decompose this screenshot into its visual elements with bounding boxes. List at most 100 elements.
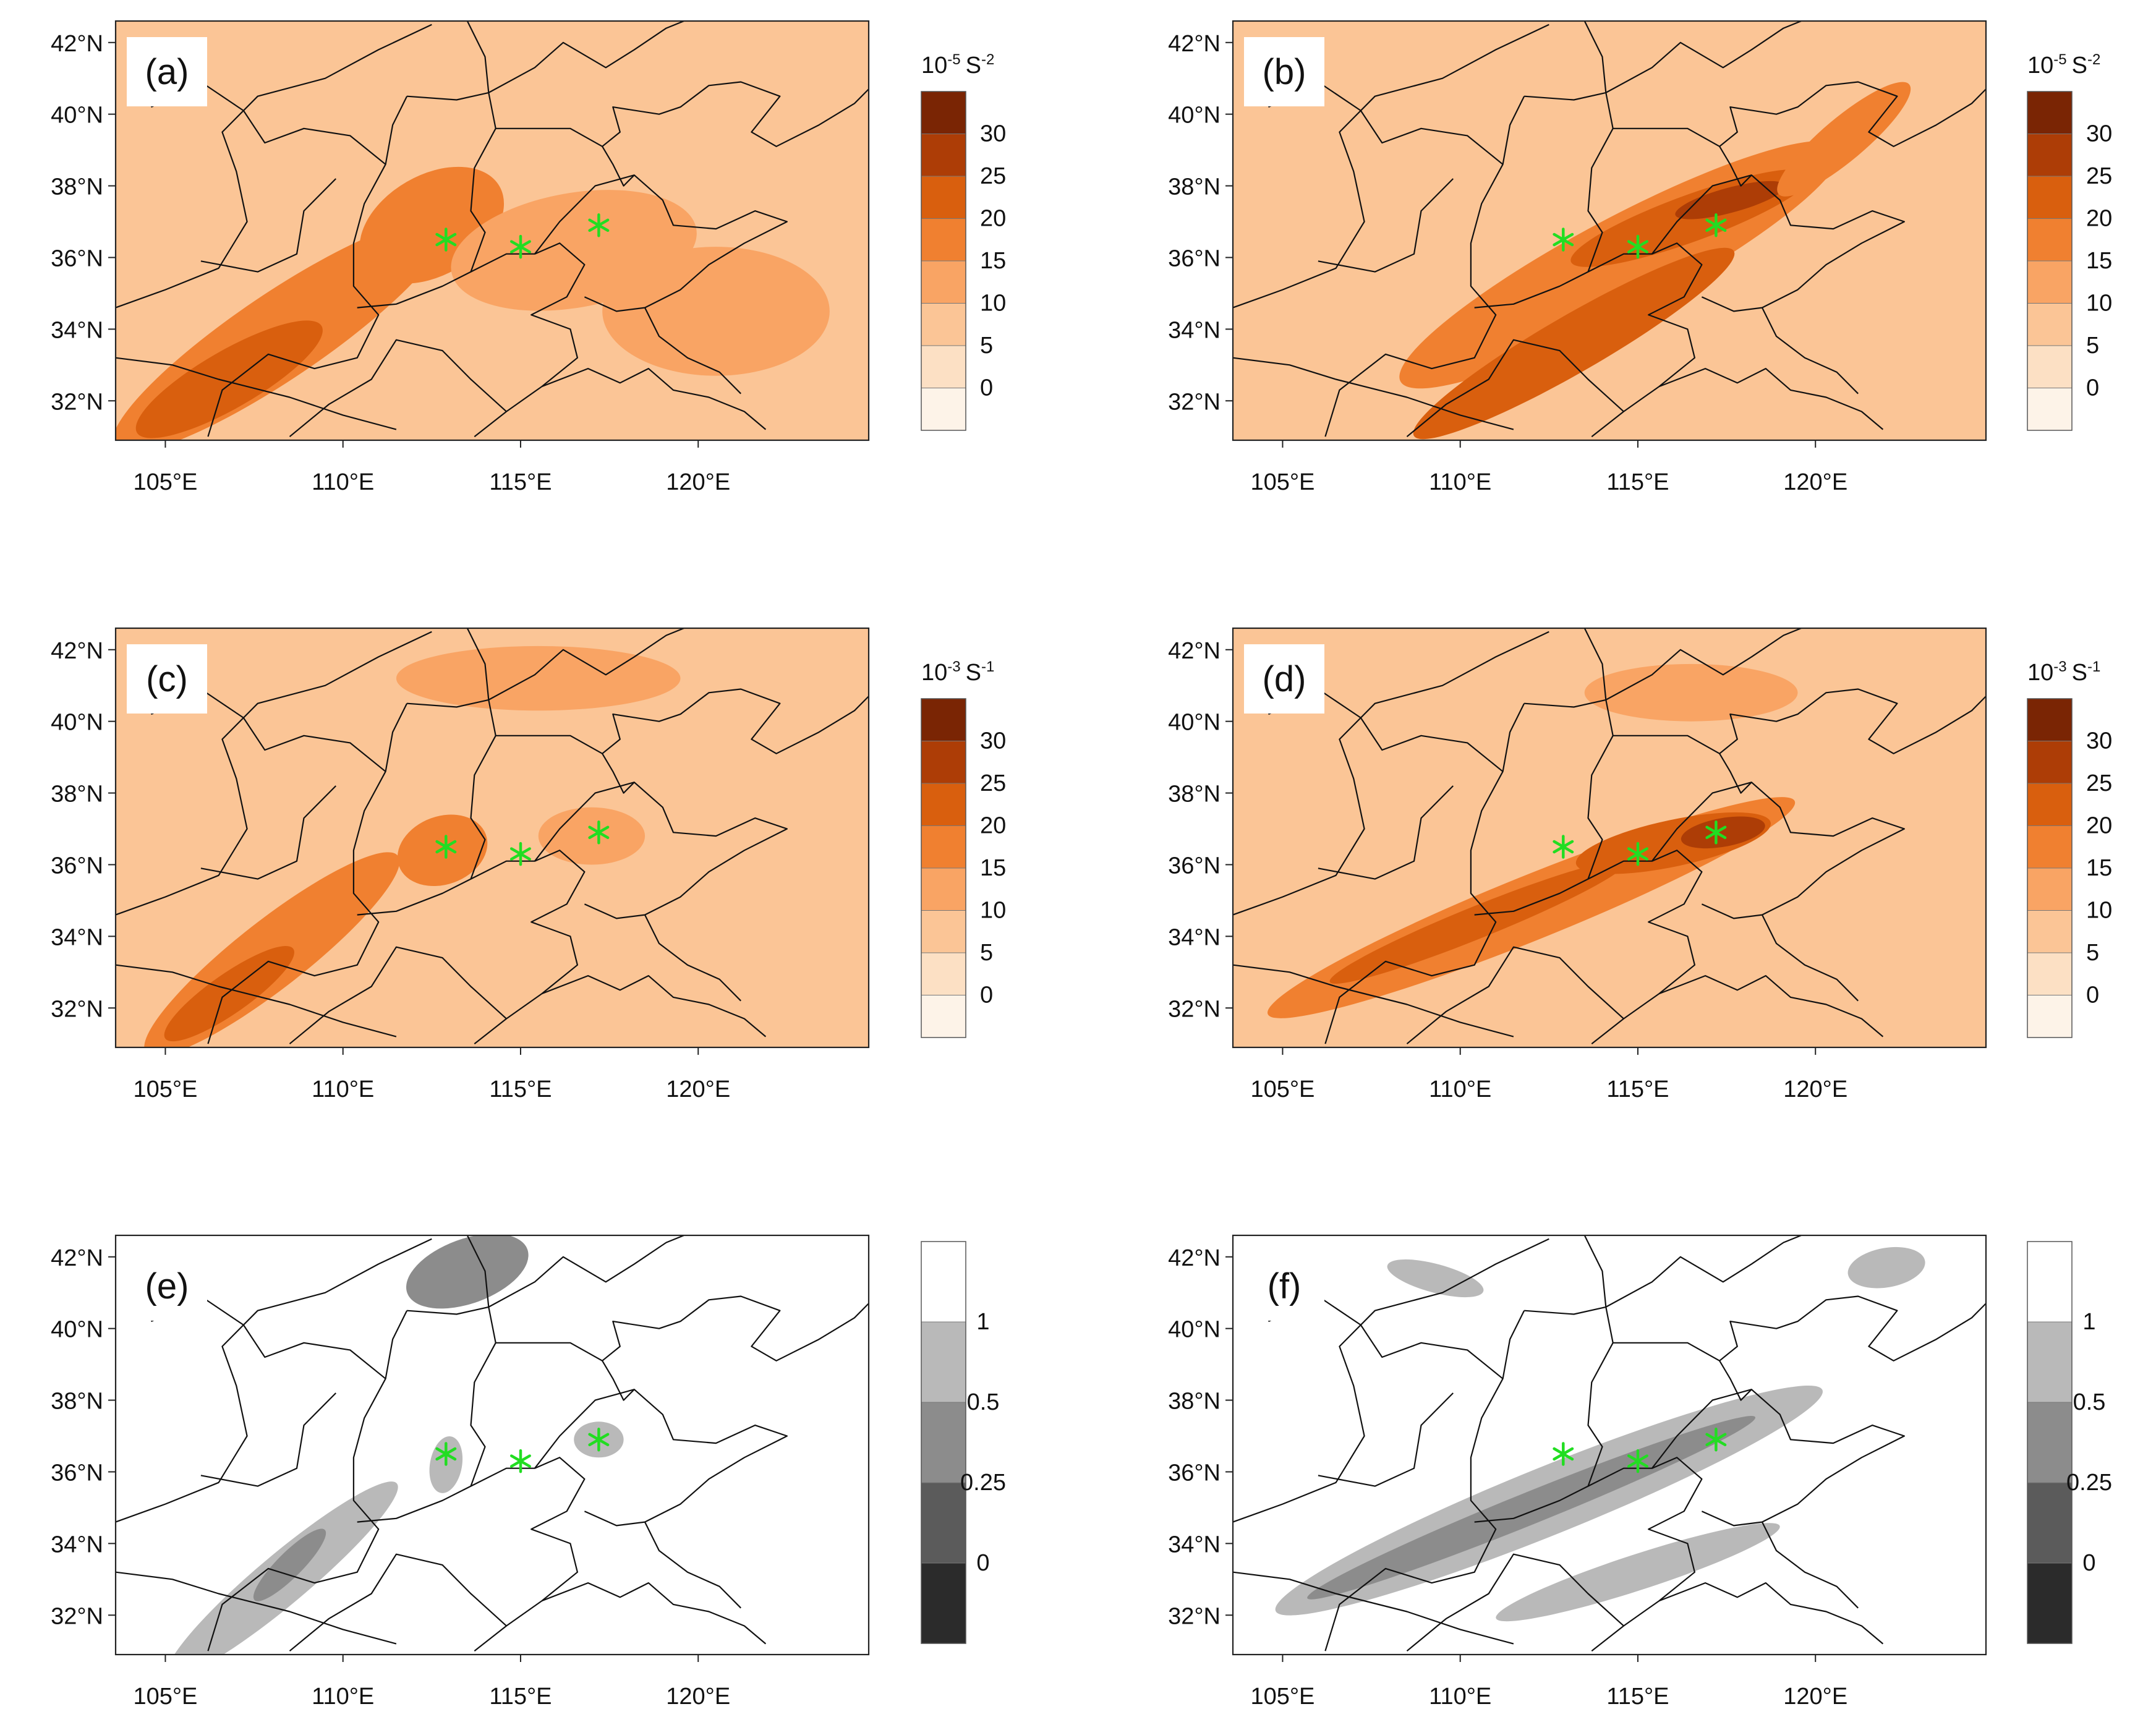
boundary-line <box>1233 964 1514 1038</box>
boundary-line <box>1613 1295 1986 1361</box>
boundary-line <box>1583 628 1607 701</box>
station-marker <box>588 1428 610 1452</box>
y-tick-label: 32°N <box>51 1603 103 1629</box>
boundary-line <box>495 688 869 754</box>
colorbar-tick-label: 30 <box>2086 121 2112 147</box>
colorbar-segment <box>2027 995 2073 1038</box>
y-tick-label: 42°N <box>51 638 103 664</box>
x-tick-label: 120°E <box>666 469 730 495</box>
y-tick-label: 38°N <box>1168 1389 1221 1415</box>
y-tick-label: 34°N <box>51 317 103 343</box>
station-marker <box>509 842 531 866</box>
panel-label-box <box>127 1251 207 1321</box>
station-marker <box>1627 1449 1648 1473</box>
colorbar-segment <box>921 1321 966 1403</box>
boundary-line <box>602 753 635 794</box>
boundary-line <box>1762 914 1859 1002</box>
panel-label-box <box>127 644 207 714</box>
map-frame <box>1232 1234 1987 1656</box>
y-tick-label: 40°N <box>51 1317 103 1343</box>
station-marker <box>1705 820 1727 845</box>
contour-region <box>135 320 323 438</box>
boundary-line <box>488 1235 684 1308</box>
colorbar-tick-label: 10 <box>980 898 1006 924</box>
contour-region <box>396 646 681 711</box>
boundary-line <box>1588 850 1703 1045</box>
map-panel-d: (d) 42°N 40°N 38°N 36°N 34°N 32°N 105°E 110°E 115… <box>1168 627 2112 1102</box>
colorbar-segment <box>921 388 966 431</box>
panel-label-box <box>1244 37 1324 106</box>
colorbar-tick-label: 15 <box>980 855 1006 881</box>
boundary-line <box>1719 1360 1752 1401</box>
panel-label: (b) <box>1263 52 1306 92</box>
boundary-line <box>1719 146 1752 187</box>
boundary-line <box>1406 339 1624 438</box>
boundary-line <box>200 178 336 273</box>
y-tick-label: 36°N <box>1168 853 1221 879</box>
boundary-line <box>471 850 586 1045</box>
panel-label: (a) <box>145 52 189 92</box>
boundary-line <box>495 1295 869 1361</box>
boundary-line <box>1583 21 1607 93</box>
map-panel-e: (e) 42°N 40°N 38°N 36°N 34°N 32°N 105°E 110°E 115… <box>51 1234 1006 1710</box>
boundary-line <box>471 242 586 438</box>
boundary-line <box>1233 631 1549 916</box>
colorbar: 1 0.5 0.25 0 <box>921 1241 1006 1644</box>
contour-region <box>406 1235 529 1309</box>
colorbar-segment <box>921 741 966 784</box>
contour-region <box>1496 1523 1780 1622</box>
colorbar-segment <box>921 91 966 134</box>
colorbar-segment <box>2027 952 2073 995</box>
colorbar-segment <box>2027 1241 2073 1323</box>
y-tick-label: 32°N <box>1168 389 1221 415</box>
colorbar-tick-label: 30 <box>2086 728 2112 754</box>
colorbar: 1 0.5 0.25 0 <box>2027 1241 2112 1644</box>
boundary-line <box>357 1306 496 1523</box>
boundary-line <box>1474 699 1614 916</box>
boundary-line <box>116 1571 397 1645</box>
colorbar-frame <box>2027 91 2073 431</box>
colorbar-segment <box>921 134 966 177</box>
colorbar-segment <box>921 260 966 304</box>
colorbar-tick-label: 5 <box>2086 940 2099 966</box>
boundary-line <box>116 964 397 1038</box>
colorbar-segment <box>921 995 966 1038</box>
boundary-line <box>116 23 432 309</box>
colorbar-segment <box>2027 303 2073 346</box>
colorbar-tick-label: 15 <box>2086 248 2112 274</box>
boundary-line <box>207 96 408 437</box>
colorbar: 30 25 20 15 10 5 0 10-5 S-2 <box>2027 51 2112 431</box>
colorbar-segment <box>921 783 966 826</box>
boundary-line <box>602 1360 635 1401</box>
colorbar-segment <box>921 176 966 219</box>
colorbar-tick-label: 20 <box>980 813 1006 839</box>
panel-label-box <box>127 37 207 106</box>
colorbar-tick-label: 0.25 <box>2066 1470 2112 1496</box>
panel-label: (c) <box>146 659 188 699</box>
station-marker <box>1553 228 1574 252</box>
y-tick-label: 40°N <box>51 103 103 129</box>
panel-label-box <box>1244 1251 1324 1321</box>
contour-field <box>1233 628 1986 1047</box>
boundary-line <box>116 631 432 916</box>
colorbar-tick-label: 0 <box>976 1550 989 1576</box>
boundary-line <box>1659 367 1884 430</box>
station-marker <box>509 1449 531 1473</box>
boundary-line <box>1233 1238 1549 1523</box>
x-tick-label: 120°E <box>1783 1076 1847 1102</box>
boundary-line <box>289 1553 507 1652</box>
y-tick-label: 38°N <box>51 782 103 807</box>
x-tick-label: 115°E <box>1606 469 1669 495</box>
colorbar-unit: 10-5 S-2 <box>2027 51 2100 79</box>
y-tick-label: 36°N <box>51 853 103 879</box>
x-tick-label: 105°E <box>133 469 197 495</box>
station-marker <box>1627 842 1648 866</box>
y-tick-label: 32°N <box>51 996 103 1022</box>
x-tick-label: 115°E <box>1606 1684 1669 1710</box>
colorbar-segment <box>2027 1321 2073 1403</box>
map-panel-b: (b) 42°N 40°N 38°N 36°N 34°N 32°N 105°E 110°E 115… <box>1168 20 2112 495</box>
colorbar-segment <box>921 303 966 346</box>
colorbar-tick-label: 10 <box>2086 291 2112 317</box>
boundary-line <box>495 81 869 147</box>
